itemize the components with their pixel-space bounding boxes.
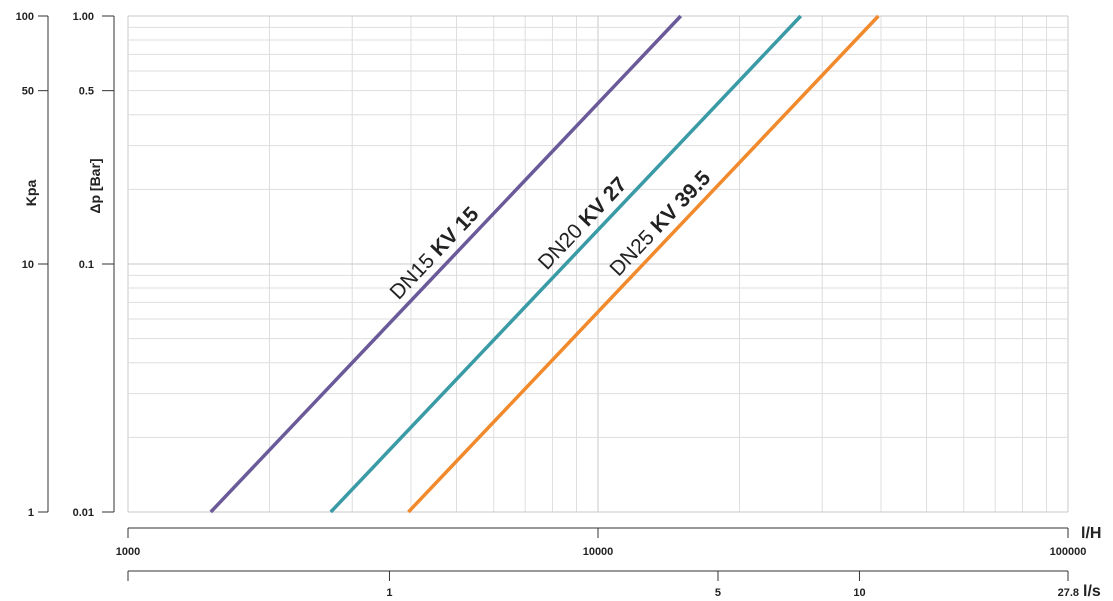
x2-tick-label: 27.8 <box>1058 587 1079 599</box>
y2-tick-label: 100 <box>16 11 34 23</box>
y2-tick-label: 10 <box>22 259 34 271</box>
y-tick-label: 1.00 <box>73 11 94 23</box>
series-lines <box>209 14 880 514</box>
y-axis-title: Δp [Bar] <box>87 158 103 213</box>
y2-axis-title: Kpa <box>23 180 39 207</box>
y2-tick-label: 1 <box>28 507 34 519</box>
x2-tick-label: 5 <box>715 587 721 599</box>
grid <box>127 15 1069 513</box>
x-tick-label: 1000 <box>116 546 140 558</box>
y-tick-label: 0.5 <box>79 86 94 98</box>
series-line-dn20 <box>329 14 803 514</box>
series-line-dn25 <box>407 14 880 514</box>
x2-axis-unit: l/s <box>1083 583 1101 600</box>
x-tick-label: 10000 <box>583 546 614 558</box>
x2-tick-label: 10 <box>853 587 865 599</box>
x2-tick-label: 1 <box>386 587 392 599</box>
series-line-dn15 <box>209 14 683 514</box>
x-tick-label: 100000 <box>1050 546 1087 558</box>
x-axis-unit: l/H <box>1081 525 1101 542</box>
y-tick-label: 0.1 <box>79 259 94 271</box>
series-label-dn15: DN15 KV 15 <box>386 202 484 304</box>
axes: 0.01 0.1 0.5 1.00 1 10 50 100 Δp [Bar] Kpa 1000 100… <box>16 11 1102 600</box>
y-tick-label: 0.01 <box>73 507 94 519</box>
y2-tick-label: 50 <box>22 86 34 98</box>
